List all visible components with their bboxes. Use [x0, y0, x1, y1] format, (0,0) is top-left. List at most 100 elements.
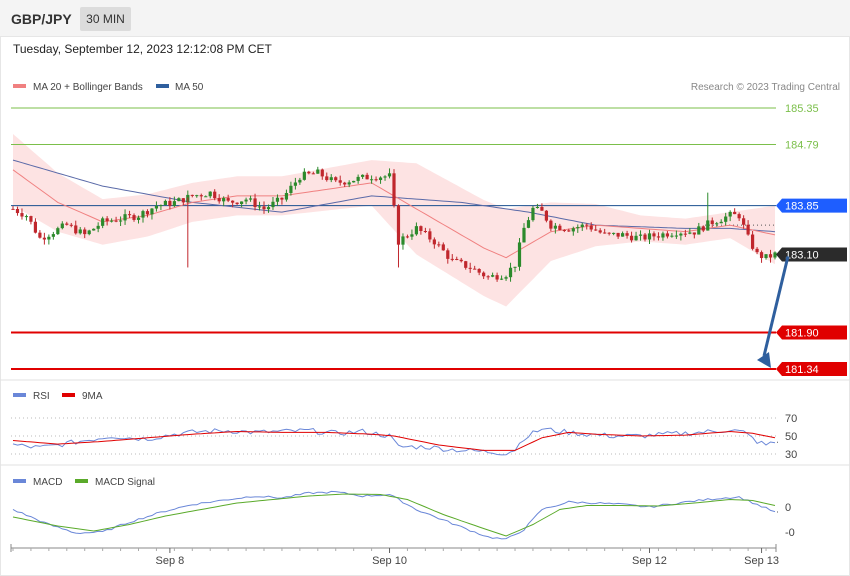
level-box-183.85: [776, 198, 847, 213]
candle-body: [33, 221, 38, 233]
candle: [83, 227, 87, 239]
candle: [598, 228, 602, 234]
macd-tick-0: 0: [785, 502, 791, 514]
rsi-line: [12, 427, 776, 456]
candle-body: [253, 198, 257, 207]
level-label-183.85: 183.85: [785, 201, 819, 213]
candle-body: [643, 234, 647, 240]
candle-body: [316, 169, 320, 174]
candle: [764, 254, 768, 260]
candle: [486, 275, 490, 280]
candle-body: [47, 236, 51, 240]
candle-body: [338, 180, 342, 183]
candle: [92, 228, 96, 231]
candle: [69, 222, 73, 228]
candle-body: [231, 200, 235, 203]
candle-body: [594, 229, 598, 231]
bollinger-band-area: [13, 134, 775, 307]
candle: [204, 195, 208, 198]
candle: [441, 242, 445, 251]
macd-legend: MACD MACD Signal: [13, 477, 155, 488]
legend-ma20: MA 20 + Bollinger Bands: [33, 82, 143, 93]
candle: [607, 232, 611, 236]
level-label-181.34: 181.34: [785, 364, 819, 376]
candle-body: [226, 198, 230, 201]
legend-ma50: MA 50: [175, 82, 204, 93]
candle-body: [522, 227, 526, 243]
candle-body: [83, 229, 87, 235]
candle-body: [343, 182, 347, 185]
candle-body: [325, 176, 329, 181]
candle: [222, 196, 226, 207]
candle-body: [621, 233, 625, 237]
candle-body: [544, 210, 548, 221]
candle-body: [459, 259, 463, 262]
candle-body: [737, 214, 741, 219]
candle: [634, 231, 638, 241]
candle: [199, 193, 203, 201]
candle-body: [199, 195, 203, 197]
candle-body: [683, 233, 687, 235]
rsi-tick-50: 50: [785, 431, 797, 443]
candle: [728, 210, 732, 222]
candle-body: [540, 207, 544, 211]
candle: [38, 230, 42, 239]
candle: [477, 268, 481, 276]
candle-body: [517, 242, 522, 267]
candle-body: [136, 217, 141, 220]
candle-body: [455, 258, 459, 260]
candle-body: [629, 235, 634, 241]
candle: [293, 177, 297, 190]
candle-body: [307, 171, 311, 174]
candle: [136, 215, 141, 224]
timeframe-button[interactable]: 30 MIN: [80, 7, 131, 31]
candle: [432, 237, 436, 249]
candle-body: [612, 232, 616, 234]
candle: [329, 174, 333, 183]
level-box-181.34: [776, 362, 847, 376]
candle: [365, 172, 369, 180]
legend-swatch-ma20: [13, 84, 26, 88]
candle: [710, 217, 714, 228]
candle-body: [625, 233, 629, 236]
candle-body: [464, 261, 468, 268]
candle: [715, 221, 719, 227]
candle: [616, 232, 620, 239]
candle-body: [603, 232, 607, 234]
chart-datetime: Tuesday, September 12, 2023 12:12:08 PM …: [13, 42, 272, 56]
legend-swatch-9ma: [62, 393, 75, 397]
candle-body: [607, 232, 611, 234]
level-box-183.10: [776, 247, 847, 262]
candle-body: [495, 275, 499, 280]
candle: [396, 204, 401, 246]
macd-signal-line: [12, 493, 776, 537]
candle-body: [168, 200, 172, 206]
candle-body: [688, 232, 692, 234]
candle-body: [101, 218, 105, 226]
symbol-title: GBP/JPY: [11, 11, 72, 27]
candle: [464, 260, 468, 270]
candle: [549, 219, 553, 232]
candle-body: [87, 230, 91, 235]
candle-body: [589, 225, 593, 230]
candle: [356, 174, 360, 184]
candle-body: [329, 177, 333, 181]
candle-body: [553, 225, 557, 229]
candle: [51, 231, 55, 240]
candle: [163, 199, 167, 206]
rsi-legend: RSI 9MA: [13, 391, 103, 402]
forecast-arrow: [757, 256, 790, 368]
candle: [603, 228, 607, 234]
candle-body: [491, 275, 495, 277]
x-tick-label-2: Sep 12: [632, 555, 667, 567]
candle-body: [701, 226, 705, 231]
candle-body: [383, 176, 387, 178]
rsi-tick-30: 30: [785, 449, 797, 461]
candle: [625, 230, 629, 239]
candle: [325, 172, 329, 182]
level-labels: 185.35 184.79 183.85 183.10 181.90 181.34: [776, 103, 847, 376]
candle: [132, 213, 136, 222]
candle-body: [20, 213, 24, 217]
candle: [20, 208, 24, 220]
